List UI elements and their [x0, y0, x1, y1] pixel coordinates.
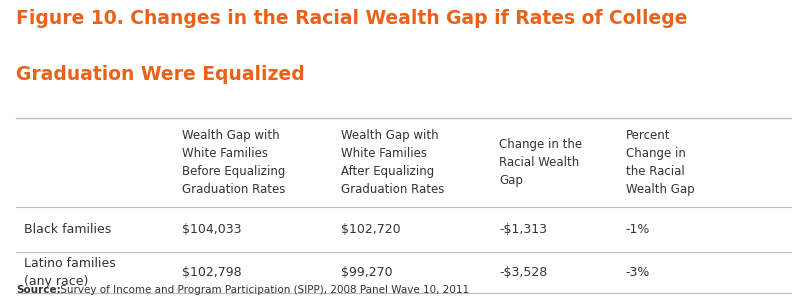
Text: -$3,528: -$3,528 — [499, 266, 547, 279]
Text: Survey of Income and Program Participation (SIPP), 2008 Panel Wave 10, 2011: Survey of Income and Program Participati… — [57, 284, 469, 295]
Text: $102,720: $102,720 — [341, 223, 400, 236]
Text: Percent
Change in
the Racial
Wealth Gap: Percent Change in the Racial Wealth Gap — [626, 129, 695, 196]
Text: -$1,313: -$1,313 — [499, 223, 547, 236]
Text: Black families: Black families — [24, 223, 111, 236]
Text: Wealth Gap with
White Families
Before Equalizing
Graduation Rates: Wealth Gap with White Families Before Eq… — [182, 129, 286, 196]
Text: $104,033: $104,033 — [182, 223, 242, 236]
Text: Graduation Were Equalized: Graduation Were Equalized — [16, 65, 305, 84]
Text: $102,798: $102,798 — [182, 266, 242, 279]
Text: Wealth Gap with
White Families
After Equalizing
Graduation Rates: Wealth Gap with White Families After Equ… — [341, 129, 444, 196]
Text: Change in the
Racial Wealth
Gap: Change in the Racial Wealth Gap — [499, 138, 582, 187]
Text: $99,270: $99,270 — [341, 266, 392, 279]
Text: -3%: -3% — [626, 266, 650, 279]
Text: Figure 10. Changes in the Racial Wealth Gap if Rates of College: Figure 10. Changes in the Racial Wealth … — [16, 9, 687, 28]
Text: -1%: -1% — [626, 223, 650, 236]
Text: Source:: Source: — [16, 284, 61, 295]
Text: Latino families
(any race): Latino families (any race) — [24, 257, 116, 288]
